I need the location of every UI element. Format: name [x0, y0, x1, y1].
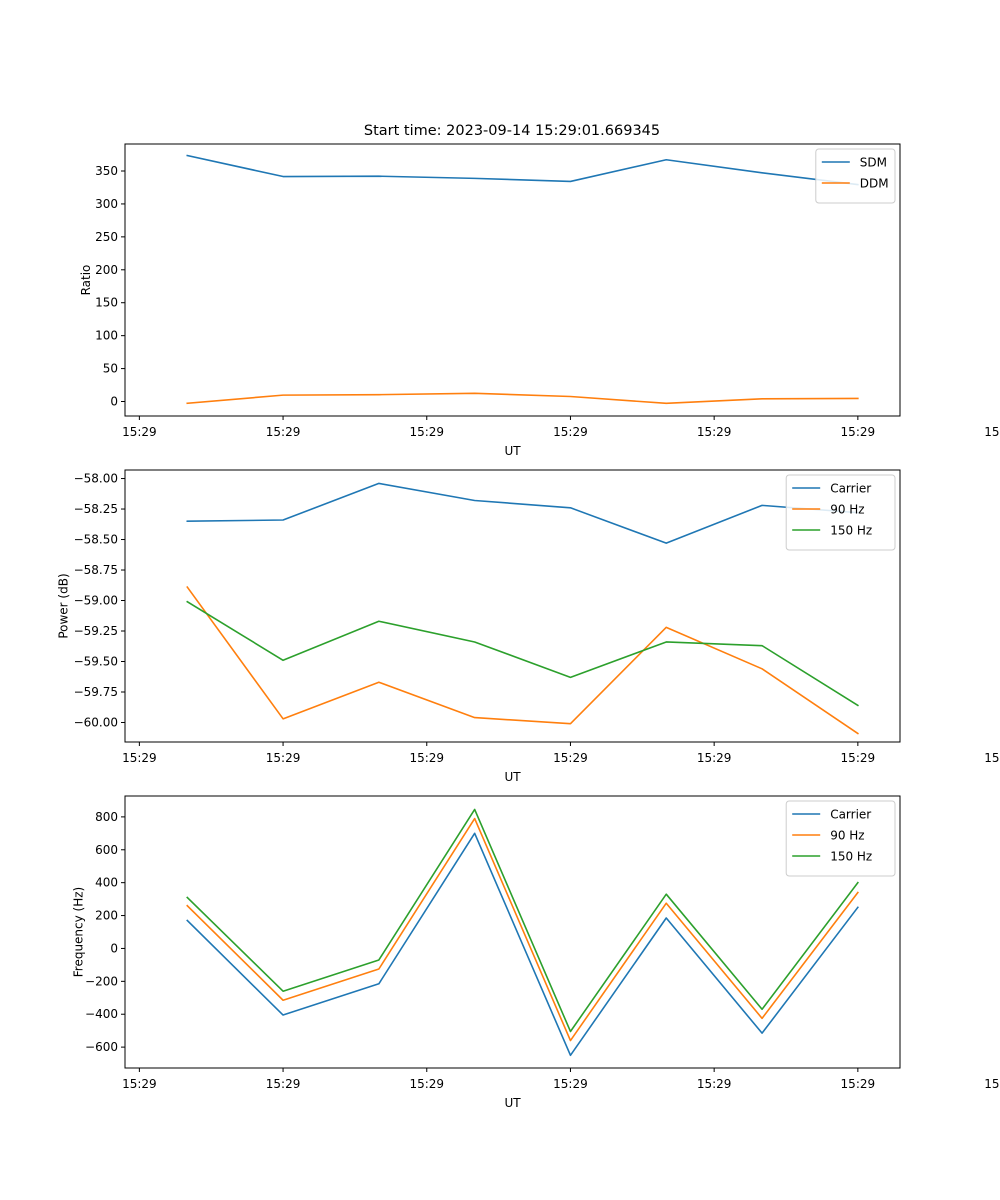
- ratio-legend-label-sdm: SDM: [860, 156, 887, 170]
- ratio-x-tick-label: 15:29: [409, 425, 444, 439]
- frequency-x-tick-label: 15:29: [266, 1077, 301, 1091]
- frequency-y-tick-label: −600: [85, 1040, 118, 1054]
- power-y-tick-label: −58.75: [74, 563, 118, 577]
- frequency-axes-frame: [124, 795, 901, 1069]
- frequency-legend-label-90-hz: 90 Hz: [830, 829, 864, 843]
- power-series-line-carrier: [186, 482, 859, 544]
- power-y-tick-label: −60.00: [74, 715, 118, 729]
- frequency-series-line-90-hz: [186, 817, 859, 1042]
- frequency-x-tick-label: 15:29: [122, 1077, 157, 1091]
- power-legend-label-150-hz: 150 Hz: [830, 524, 872, 538]
- ratio-panel: 15:29 15:29 15:29 15:29 15:29 15:29 15:30 0 50 10…: [79, 143, 1000, 458]
- power-x-tick-label: 15:30: [984, 751, 1000, 765]
- frequency-y-tick-label: 800: [95, 810, 118, 824]
- power-series-line-150-hz: [186, 600, 859, 707]
- frequency-y-tick-label: 400: [95, 876, 118, 890]
- power-y-tick-label: −59.50: [74, 654, 118, 668]
- ratio-y-tick-label: 350: [95, 164, 118, 178]
- ratio-y-tick-label: 50: [103, 362, 118, 376]
- power-x-tick-label: 15:29: [841, 751, 876, 765]
- power-y-tick-label: −59.75: [74, 685, 118, 699]
- frequency-x-tick-label: 15:29: [841, 1077, 876, 1091]
- power-x-tick-label: 15:29: [409, 751, 444, 765]
- frequency-legend: [785, 800, 896, 877]
- frequency-series-line-150-hz: [186, 808, 859, 1033]
- power-legend-label-90-hz: 90 Hz: [830, 503, 864, 517]
- frequency-y-tick-label: −200: [85, 974, 118, 988]
- frequency-series-line-carrier: [186, 832, 859, 1057]
- frequency-x-tick-label: 15:29: [553, 1077, 588, 1091]
- ratio-x-axis-label: UT: [504, 444, 521, 458]
- power-y-tick-label: −58.50: [74, 533, 118, 547]
- frequency-x-tick-label: 15:29: [409, 1077, 444, 1091]
- ratio-x-tick-label: 15:29: [122, 425, 157, 439]
- ratio-y-tick-label: 200: [95, 263, 118, 277]
- power-y-tick-label: −59.00: [74, 594, 118, 608]
- power-x-axis-label: UT: [504, 770, 521, 784]
- frequency-x-tick-label: 15:30: [984, 1077, 1000, 1091]
- ratio-series-line-ddm: [186, 392, 859, 405]
- ratio-legend-label-ddm: DDM: [860, 177, 889, 191]
- frequency-x-axis-label: UT: [504, 1096, 521, 1110]
- power-y-tick-label: −58.00: [74, 472, 118, 486]
- ratio-y-tick-label: 250: [95, 230, 118, 244]
- frequency-y-tick-label: 200: [95, 909, 118, 923]
- power-x-tick-label: 15:29: [266, 751, 301, 765]
- ratio-series-line-sdm: [186, 154, 859, 186]
- ratio-y-axis-label: Ratio: [79, 265, 93, 296]
- ratio-y-tick-label: 150: [95, 296, 118, 310]
- frequency-y-axis-label: Frequency (Hz): [72, 887, 86, 978]
- frequency-panel: 15:29 15:29 15:29 15:29 15:29 15:29 15:30 −600 −…: [72, 795, 1000, 1110]
- frequency-legend-label-150-hz: 150 Hz: [830, 850, 872, 864]
- frequency-x-tick-label: 15:29: [697, 1077, 732, 1091]
- power-axes-frame: [124, 469, 901, 743]
- ratio-x-tick-label: 15:29: [266, 425, 301, 439]
- ratio-y-tick-label: 0: [110, 395, 118, 409]
- power-y-tick-label: −58.25: [74, 502, 118, 516]
- ratio-y-tick-label: 100: [95, 329, 118, 343]
- power-legend-label-carrier: Carrier: [830, 482, 871, 496]
- frequency-legend-label-carrier: Carrier: [830, 808, 871, 822]
- figure-title: Start time: 2023-09-14 15:29:01.669345: [364, 123, 660, 139]
- ratio-x-tick-label: 15:30: [984, 425, 1000, 439]
- frequency-y-tick-label: −400: [85, 1007, 118, 1021]
- power-y-tick-label: −59.25: [74, 624, 118, 638]
- power-x-tick-label: 15:29: [697, 751, 732, 765]
- ratio-x-tick-label: 15:29: [697, 425, 732, 439]
- frequency-y-tick-label: 0: [110, 941, 118, 955]
- ratio-x-tick-label: 15:29: [553, 425, 588, 439]
- power-x-tick-label: 15:29: [122, 751, 157, 765]
- power-y-axis-label: Power (dB): [56, 573, 70, 638]
- frequency-y-tick-label: 600: [95, 843, 118, 857]
- power-legend: [785, 474, 896, 551]
- power-x-tick-label: 15:29: [553, 751, 588, 765]
- ratio-x-tick-label: 15:29: [841, 425, 876, 439]
- power-panel: 15:29 15:29 15:29 15:29 15:29 15:29 15:30 −60.0…: [56, 469, 1000, 784]
- ratio-axes-frame: [124, 143, 901, 417]
- power-series-line-90-hz: [186, 585, 859, 735]
- ratio-y-tick-label: 300: [95, 197, 118, 211]
